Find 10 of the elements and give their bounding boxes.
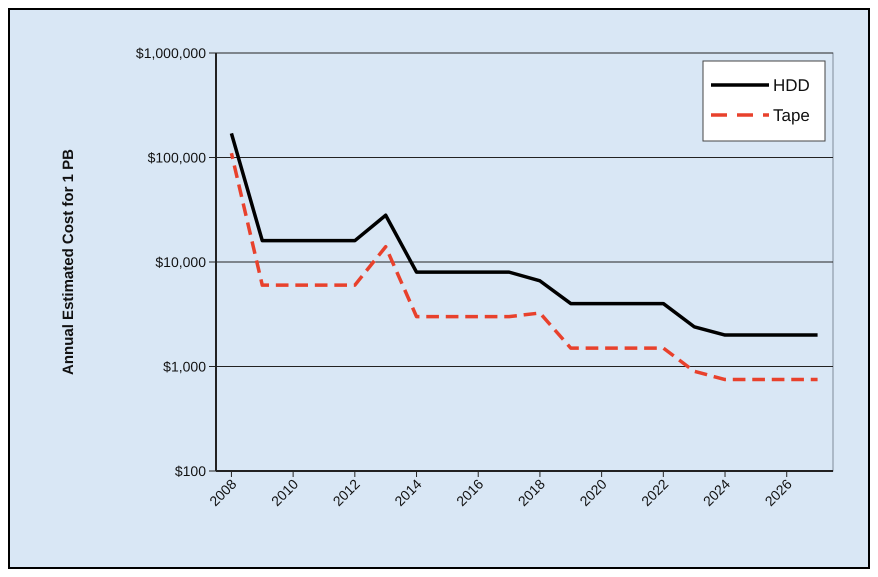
y-axis-title: Annual Estimated Cost for 1 PB [60,148,77,375]
y-tick-label: $1,000,000 [136,44,206,61]
line-series [230,132,820,337]
legend-label: Tape [773,106,810,125]
y-tick-label: $10,000 [155,254,206,270]
y-tick-label: $100,000 [148,149,206,166]
line-series [230,151,820,382]
y-tick-label: $1,000 [163,358,206,374]
y-tick-label: $100 [174,462,206,479]
legend-label: HDD [773,76,810,95]
